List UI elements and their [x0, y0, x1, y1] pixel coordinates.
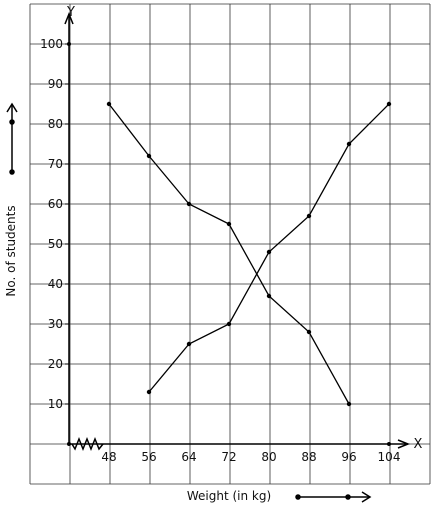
y-tick-label: 60 — [48, 197, 63, 211]
data-point — [306, 213, 312, 219]
data-point — [346, 141, 352, 147]
data-point — [186, 201, 192, 207]
y-tick-label: 90 — [48, 77, 63, 91]
y-axis-arrowhead — [64, 11, 74, 25]
series-line-2 — [108, 103, 350, 405]
data-point — [226, 321, 232, 327]
x-tick-label: 48 — [101, 450, 116, 464]
y-tick-label: 80 — [48, 117, 63, 131]
data-point — [386, 101, 392, 107]
data-point — [106, 101, 112, 107]
x-axis-end-point — [387, 442, 391, 446]
data-point — [266, 249, 272, 255]
y-tick-label: 50 — [48, 237, 63, 251]
data-point — [146, 153, 152, 159]
data-point — [146, 389, 152, 395]
y-tick-labels: 10 20 30 40 50 60 70 80 90 100 — [40, 37, 69, 411]
x-tick-label: 56 — [141, 450, 156, 464]
x-tick-label: 64 — [181, 450, 196, 464]
x-axis-break — [71, 436, 104, 452]
x-tick-label: 88 — [301, 450, 316, 464]
y-tick-label: 40 — [48, 277, 63, 291]
x-tick-label: 96 — [341, 450, 356, 464]
x-axis-direction-arrow — [295, 491, 372, 503]
y-tick-label: 70 — [48, 157, 63, 171]
axes — [64, 11, 411, 452]
series-line-1 — [148, 103, 390, 393]
y-tick-label: 20 — [48, 357, 63, 371]
x-axis-title: Weight (in kg) — [187, 489, 271, 503]
x-tick-labels: 48 56 64 72 80 88 96 104 — [101, 450, 400, 464]
data-point — [226, 221, 232, 227]
x-tick-label: 72 — [221, 450, 236, 464]
y-axis-title: No. of students — [4, 205, 18, 296]
y-tick-label: 10 — [48, 397, 63, 411]
y-axis-direction-arrow — [6, 102, 18, 175]
data-point — [186, 341, 192, 347]
x-axis-arrowhead — [397, 439, 411, 449]
grid — [29, 3, 431, 485]
x-tick-label: 104 — [378, 450, 401, 464]
y-tick-label: 30 — [48, 317, 63, 331]
series-group — [106, 101, 392, 407]
x-tick-label: 80 — [261, 450, 276, 464]
x-axis-letter: X — [414, 437, 423, 452]
y-tick-label: 100 — [40, 37, 63, 51]
data-point — [266, 293, 272, 299]
data-point — [346, 401, 352, 407]
data-point — [306, 329, 312, 335]
origin-point — [67, 442, 71, 446]
y-axis-letter: Y — [66, 5, 75, 20]
